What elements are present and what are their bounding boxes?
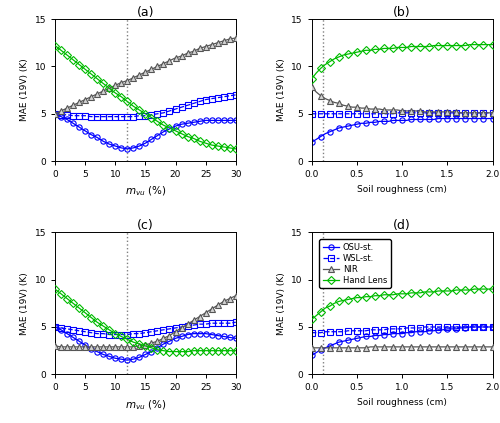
Y-axis label: MAE (19V) (K): MAE (19V) (K) bbox=[20, 272, 29, 335]
X-axis label: Soil roughness (cm): Soil roughness (cm) bbox=[357, 185, 447, 194]
Y-axis label: MAE (19V) (K): MAE (19V) (K) bbox=[276, 59, 285, 121]
Y-axis label: MAE (19V) (K): MAE (19V) (K) bbox=[276, 272, 285, 335]
Title: (c): (c) bbox=[137, 219, 154, 232]
Title: (a): (a) bbox=[136, 6, 154, 19]
X-axis label: $m_{vu}$ (%): $m_{vu}$ (%) bbox=[124, 185, 166, 198]
X-axis label: Soil roughness (cm): Soil roughness (cm) bbox=[357, 398, 447, 407]
Title: (d): (d) bbox=[393, 219, 411, 232]
X-axis label: $m_{vu}$ (%): $m_{vu}$ (%) bbox=[124, 398, 166, 412]
Y-axis label: MAE (19V) (K): MAE (19V) (K) bbox=[20, 59, 29, 121]
Legend: OSU-st., WSL-st., NIR, Hand Lens: OSU-st., WSL-st., NIR, Hand Lens bbox=[320, 239, 390, 288]
Title: (b): (b) bbox=[394, 6, 411, 19]
